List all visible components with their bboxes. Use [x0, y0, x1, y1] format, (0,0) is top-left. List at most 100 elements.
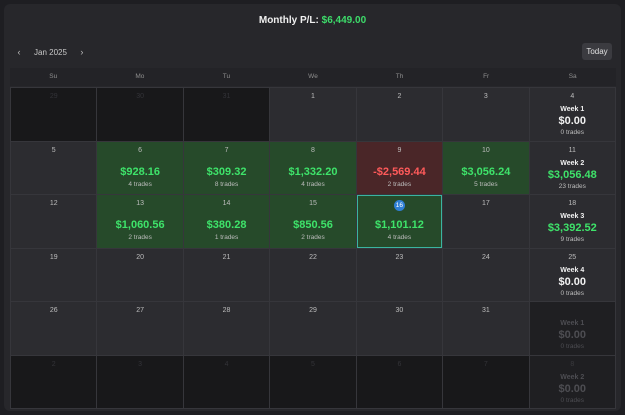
day-cell[interactable]: 2 [356, 88, 443, 141]
week-pnl: $0.00 [558, 115, 587, 127]
weekday-label: Fr [483, 73, 490, 80]
week-label: Week 1 [560, 106, 585, 113]
month-label: Jan 2025 [34, 47, 67, 57]
day-cell[interactable]: 4 [183, 355, 270, 408]
month-navigation: ‹ Jan 2025 › [12, 45, 89, 59]
day-cell[interactable]: 30 [356, 302, 443, 355]
day-number: 16 [357, 200, 442, 211]
week-summary-cell[interactable]: Week 1 $0.00 0 trades [529, 302, 615, 355]
calendar-grid: 29 30 31 1 2 3 4 Week 1 $0.00 0 trades 5 6 $928.16 4 … [10, 87, 616, 409]
weekday-label: We [308, 73, 318, 80]
week-trade-count: 0 trades [560, 396, 585, 404]
day-pnl: $3,056.24 [461, 165, 511, 178]
day-number: 29 [49, 93, 58, 100]
day-cell[interactable]: 27 [97, 302, 183, 355]
today-day-marker: 16 [393, 200, 405, 211]
day-cell[interactable]: 17 [443, 195, 529, 248]
day-number: 6 [138, 146, 143, 154]
week-pnl: $3,056.48 [547, 168, 597, 181]
week-summary-cell[interactable]: 25 Week 4 $0.00 0 trades [529, 248, 615, 301]
day-number: 3 [483, 93, 488, 100]
week-summary-cell[interactable]: 8 Week 2 $0.00 0 trades [529, 355, 615, 408]
day-cell[interactable]: 20 [97, 248, 183, 301]
day-cell[interactable]: 2 [11, 355, 97, 408]
day-cell[interactable]: 1 [270, 88, 356, 141]
day-cell[interactable]: 8 $1,332.20 4 trades [270, 141, 356, 194]
day-number: 21 [222, 253, 231, 261]
day-number: 31 [481, 307, 490, 314]
day-cell[interactable]: 13 $1,060.56 2 trades [97, 195, 183, 248]
day-number: 2 [51, 360, 56, 368]
day-pnl: $1,332.20 [288, 165, 338, 178]
week-pnl: $3,392.52 [547, 222, 597, 234]
day-cell[interactable]: 19 [11, 248, 97, 301]
day-pnl: $850.56 [293, 219, 333, 231]
day-cell[interactable]: 5 [270, 355, 356, 408]
day-cell[interactable]: 7 [443, 355, 529, 408]
week-pnl: $0.00 [558, 382, 587, 395]
week-trade-count: 23 trades [558, 182, 586, 190]
day-cell[interactable]: 6 $928.16 4 trades [97, 141, 183, 194]
week-label: Week 2 [560, 159, 585, 167]
day-pnl: $380.28 [206, 219, 247, 231]
day-cell[interactable]: 3 [97, 355, 183, 408]
weekday-label: Su [49, 73, 58, 80]
day-number: 20 [136, 253, 145, 261]
week-summary-cell[interactable]: 18 Week 3 $3,392.52 9 trades [529, 195, 615, 248]
day-cell[interactable]: 10 $3,056.24 5 trades [443, 141, 529, 194]
day-number: 15 [309, 200, 317, 207]
day-cell[interactable]: 3 [443, 88, 529, 141]
next-month-icon[interactable]: › [80, 47, 84, 57]
day-trade-count: 4 trades [387, 234, 412, 241]
week-label: Week 3 [560, 213, 585, 220]
day-number: 13 [136, 200, 145, 207]
day-cell[interactable]: 22 [270, 248, 356, 301]
day-pnl: $309.32 [206, 165, 247, 178]
day-pnl: -$2,569.44 [373, 165, 426, 178]
day-number: 28 [222, 307, 231, 314]
day-pnl: $1,060.56 [115, 219, 165, 231]
day-cell[interactable]: 12 [11, 195, 97, 248]
week-summary-cell[interactable]: 11 Week 2 $3,056.48 23 trades [529, 141, 615, 194]
day-trade-count: 2 trades [387, 180, 412, 188]
day-cell[interactable]: 28 [183, 302, 270, 355]
day-number: 12 [49, 200, 58, 207]
day-cell[interactable]: 31 [183, 88, 270, 141]
prev-month-icon[interactable]: ‹ [17, 47, 21, 57]
day-cell[interactable]: 31 [443, 302, 529, 355]
weekday-label: Sa [568, 73, 577, 80]
monthly-pl-value: $6,449.00 [321, 15, 367, 26]
day-number: 29 [309, 307, 317, 314]
day-cell[interactable]: 26 [11, 302, 97, 355]
day-number: 26 [49, 307, 58, 314]
day-cell[interactable]: 15 $850.56 2 trades [270, 195, 356, 248]
calendar-panel: Monthly P/L: $6,449.00 ‹ Jan 2025 › Toda… [4, 4, 621, 411]
day-cell[interactable]: 16 $1,101.12 4 trades [356, 195, 443, 248]
weekday-label: Mo [135, 73, 145, 80]
day-cell[interactable]: 9 -$2,569.44 2 trades [356, 141, 443, 194]
week-summary-cell[interactable]: 4 Week 1 $0.00 0 trades [529, 88, 615, 141]
day-cell[interactable]: 21 [183, 248, 270, 301]
day-number: 8 [311, 146, 315, 154]
day-cell[interactable]: 29 [270, 302, 356, 355]
day-number: 2 [397, 93, 402, 100]
day-number: 23 [395, 253, 404, 261]
week-trade-count: 0 trades [560, 289, 585, 297]
day-cell[interactable]: 14 $380.28 1 trades [183, 195, 270, 248]
week-label: Week 4 [560, 266, 585, 274]
day-number: 11 [568, 146, 576, 154]
day-cell[interactable]: 23 [356, 248, 443, 301]
day-cell[interactable]: 6 [356, 355, 443, 408]
week-pnl: $0.00 [558, 275, 587, 288]
weekday-header: Su Mo Tu We Th Fr Sa [10, 68, 616, 86]
day-cell[interactable]: 30 [97, 88, 183, 141]
day-number: 25 [568, 253, 577, 261]
today-button[interactable]: Today [582, 43, 612, 60]
day-cell[interactable]: 24 [443, 248, 529, 301]
day-cell[interactable]: 7 $309.32 8 trades [183, 141, 270, 194]
day-cell[interactable]: 29 [11, 88, 97, 141]
day-cell[interactable]: 5 [11, 141, 97, 194]
week-trade-count: 0 trades [560, 343, 585, 350]
day-number: 4 [570, 93, 575, 100]
monthly-pl-title: Monthly P/L: $6,449.00 [4, 15, 621, 26]
